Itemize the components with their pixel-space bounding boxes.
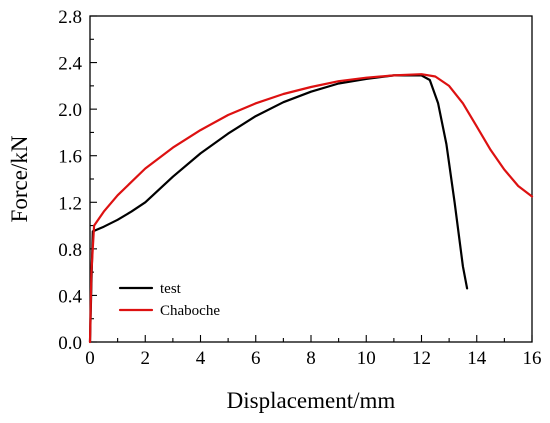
y-tick-label: 1.2	[58, 193, 82, 214]
x-tick-label: 0	[85, 348, 95, 369]
x-tick-label: 4	[196, 348, 206, 369]
x-tick-label: 8	[306, 348, 316, 369]
y-tick-label: 0.0	[58, 333, 82, 354]
x-axis-ticks	[89, 335, 533, 342]
legend-label-test: test	[160, 281, 182, 297]
x-tick-label: 2	[141, 348, 151, 369]
x-axis-tick-labels: 0 2 4 6 8 10 12 14 16	[85, 348, 541, 369]
legend-label-chaboche: Chaboche	[160, 303, 220, 319]
series-line-chaboche	[88, 73, 534, 344]
x-tick-label: 6	[251, 348, 261, 369]
y-tick-label: 2.0	[58, 100, 82, 121]
x-tick-label: 14	[467, 348, 487, 369]
x-tick-label: 12	[412, 348, 431, 369]
plot-area-border	[89, 15, 533, 343]
y-axis-title: Force/kN	[7, 135, 32, 222]
legend: test Chaboche	[118, 281, 220, 319]
y-tick-label: 0.4	[58, 286, 82, 307]
series-layer	[88, 73, 534, 344]
y-tick-label: 1.6	[58, 147, 82, 168]
y-tick-label: 2.4	[58, 54, 82, 75]
y-tick-label: 2.8	[58, 7, 82, 28]
series-line-test	[88, 74, 469, 344]
plot-frame	[89, 15, 533, 343]
x-tick-label: 16	[523, 348, 542, 369]
x-axis-title: Displacement/mm	[227, 388, 396, 413]
y-axis-tick-labels: 0.0 0.4 0.8 1.2 1.6 2.0 2.4 2.8	[58, 7, 82, 354]
x-tick-label: 10	[357, 348, 376, 369]
y-tick-label: 0.8	[58, 240, 82, 261]
